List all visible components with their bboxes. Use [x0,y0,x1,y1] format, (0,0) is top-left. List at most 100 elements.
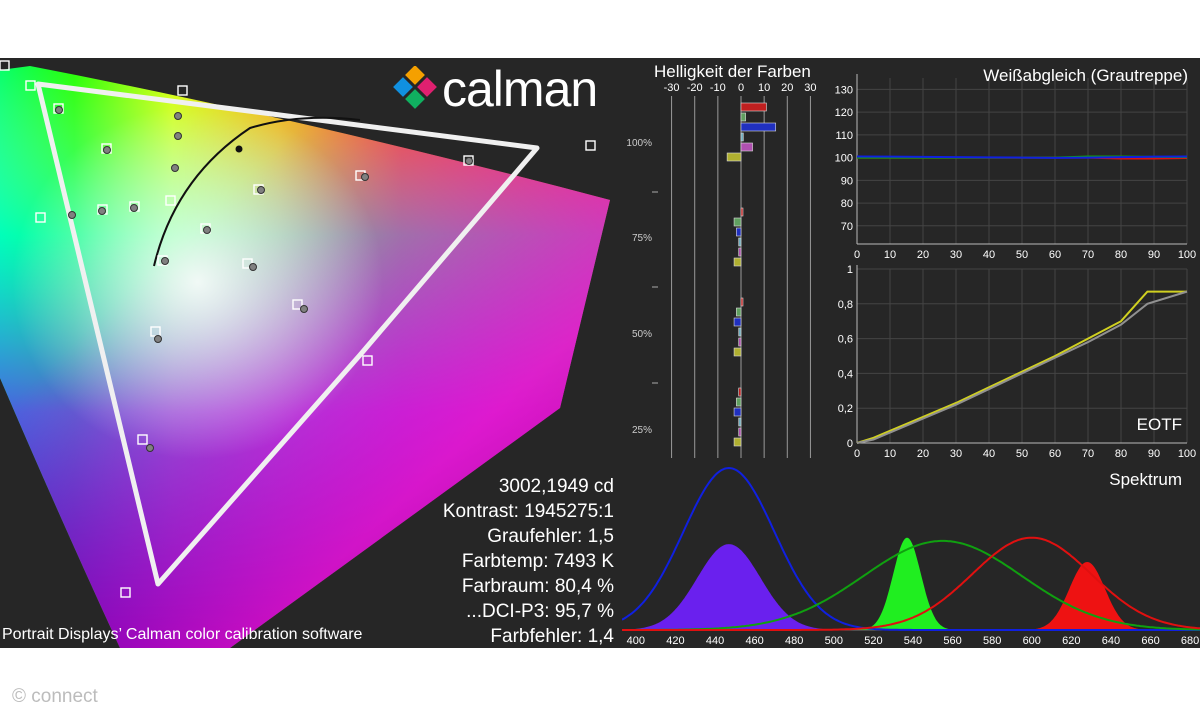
brightness-bar [738,387,742,397]
ytick-label: 80 [841,198,853,210]
xtick-label: 100 [1178,249,1196,261]
xtick-label: 90 [1148,249,1160,261]
brightness-bar [733,407,742,417]
series-line-yellow [856,290,1187,444]
brightness-bar [738,237,742,247]
brightness-bar [733,217,742,227]
spectrum-xtick: 680 [1181,635,1199,647]
series-line-grey [856,290,1188,444]
ytick-label: 1 [847,265,853,276]
spectrum-peak-red [1015,562,1159,630]
ytick-label: 120 [835,107,853,119]
brightness-bar [738,427,742,437]
ytick-label: 0,6 [838,334,853,346]
calman-logo-icon [393,66,437,109]
brand-name: calman [442,61,598,117]
ytick-label: 0,4 [838,368,853,380]
brightness-ytick: 25% [632,425,652,436]
spectrum-xtick: 640 [1102,635,1120,647]
brightness-bar [740,297,744,307]
xtick-label: 0 [854,249,860,261]
brightness-bar [726,152,742,162]
spectrum-xtick: 620 [1062,635,1080,647]
spectrum-xtick: 500 [825,635,843,647]
xtick-label: 30 [950,249,962,261]
stat-contrast: Kontrast: 1945275:1 [442,501,614,522]
brightness-bar [738,247,742,257]
whitebalance-chart: 0 10 20 30 40 50 60 70 80 90 100 70 80 90 100 110 120 130 [835,74,1196,261]
brightness-bar [740,142,753,152]
spectrum-chart: 400 420 440 460 480 500 520 540 560 580 600 620 640 6… [602,466,1200,647]
brightness-bar [733,317,742,327]
brightness-bar [740,102,767,112]
brightness-xtick: 20 [781,82,793,94]
brightness-bar [738,417,742,427]
stat-color-temp: Farbtemp: 7493 K [461,551,614,572]
spectrum-curve-green [622,539,1200,631]
brightness-ytick: 50% [632,329,652,340]
brightness-bar [738,327,742,337]
eotf-chart: 0 10 20 30 40 50 60 70 80 90 100 0 0,2 0,4 0,6 0,8 1 [838,264,1196,460]
spectrum-peak-blue [602,544,856,630]
spectrum-xtick: 520 [864,635,882,647]
cie-diagram [0,60,610,648]
ytick-label: 130 [835,84,853,96]
brightness-bar [736,227,742,237]
xtick-label: 10 [884,249,896,261]
xtick-label: 40 [983,448,995,460]
brightness-bar [740,122,777,132]
brightness-xtick: 30 [804,82,816,94]
ytick-label: 100 [835,153,853,165]
brightness-bar [736,307,742,317]
stat-color-space: Farbraum: 80,4 % [461,576,614,597]
spectrum-xtick: 480 [785,635,803,647]
xtick-label: 70 [1082,249,1094,261]
xtick-label: 100 [1178,448,1196,460]
brightness-ytick: 100% [626,138,652,149]
spectrum-xtick: 580 [983,635,1001,647]
xtick-label: 70 [1082,448,1094,460]
xtick-label: 10 [884,448,896,460]
xtick-label: 50 [1016,249,1028,261]
spectrum-xtick: 420 [666,635,684,647]
stat-gray-error: Graufehler: 1,5 [487,526,614,547]
spectrum-xtick: 460 [745,635,763,647]
whitebalance-title: Weißabgleich (Grautreppe) [983,66,1188,85]
brightness-bar [736,397,742,407]
ytick-label: 110 [835,130,853,142]
xtick-label: 80 [1115,249,1127,261]
xtick-label: 20 [917,448,929,460]
spectrum-peak-green [851,537,963,630]
ytick-label: 0,2 [838,403,853,415]
brightness-bar [733,437,742,447]
ytick-label: 90 [841,175,853,187]
spectrum-curve-blue [621,466,1200,631]
stat-luminance: 3002,1949 cd [498,476,614,497]
brightness-xtick: 10 [758,82,770,94]
brightness-xtick: -30 [664,82,680,94]
measured-points [55,106,473,452]
brightness-ytick: 75% [632,233,652,244]
spectrum-xtick: 400 [627,635,645,647]
spectrum-xtick: 440 [706,635,724,647]
ytick-label: 0,8 [838,299,853,311]
xtick-label: 60 [1049,249,1061,261]
xtick-label: 40 [983,249,995,261]
brightness-bar [733,347,742,357]
caption: Portrait Displays’ Calman color calibrat… [2,626,363,643]
spectrum-xtick: 560 [943,635,961,647]
brightness-bar [733,257,742,267]
ytick-label: 70 [841,221,853,233]
xtick-label: 0 [854,448,860,460]
brightness-xtick: -10 [710,82,726,94]
brightness-bar [740,112,746,122]
brightness-title: Helligkeit der Farben [654,62,811,81]
ytick-label: 0 [847,438,853,450]
planck-locus [153,116,361,267]
cie-panel: calman 3002,1949 cd Kontrast: 1945275:1 … [0,58,618,648]
spectrum-panel: Spektrum 400 420 440 460 480 500 520 540 560 580 6… [602,466,1200,648]
spectrum-xtick: 660 [1141,635,1159,647]
xtick-label: 90 [1148,448,1160,460]
spectrum-curve-red [622,536,1200,631]
spectrum-xtick: 600 [1023,635,1041,647]
